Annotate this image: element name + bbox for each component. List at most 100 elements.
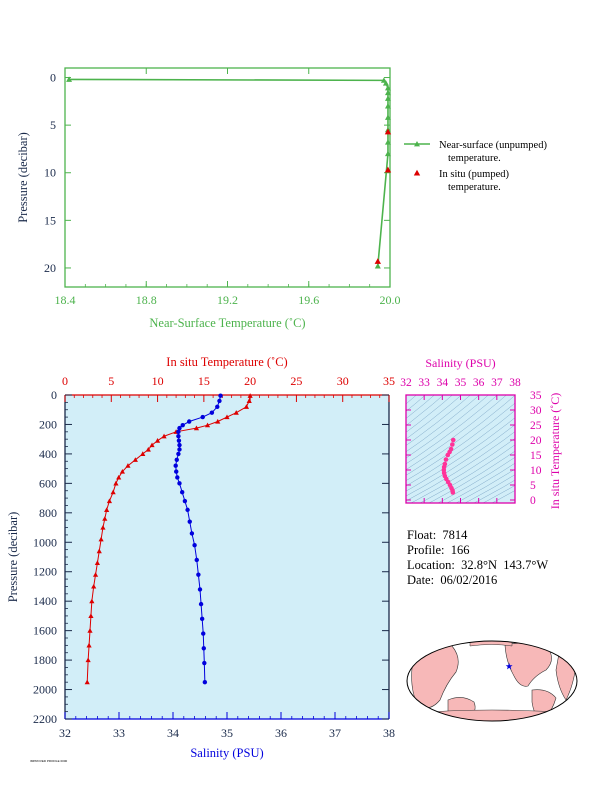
- y-tick-label: 600: [39, 476, 57, 490]
- y-tick-label: 1600: [33, 624, 57, 638]
- bottom-tick-label: 34: [167, 726, 179, 740]
- salinity-point: [192, 543, 197, 548]
- ts-contour: [482, 485, 515, 503]
- salinity-point: [187, 519, 192, 524]
- ts-y-tick-label: 5: [530, 480, 536, 492]
- temperature-point: [161, 433, 167, 439]
- float-location-star-icon: [505, 662, 513, 670]
- temperature-point: [100, 524, 106, 530]
- top-tick-label: 10: [152, 374, 164, 388]
- location: Location: 32.8°N 143.7°W: [407, 558, 549, 572]
- ts-y-tick-label: 10: [530, 465, 542, 477]
- footer-tag: IMPROVED PROFILE 0000: [30, 759, 68, 763]
- temperature-point: [94, 560, 100, 565]
- temperature-point: [193, 425, 200, 431]
- salinity-point: [182, 498, 188, 504]
- temperature-point: [125, 463, 131, 468]
- salinity-point: [197, 587, 203, 592]
- temperature-point: [233, 410, 239, 415]
- temperature-point: [85, 657, 91, 663]
- near-surface-point: [384, 84, 391, 91]
- salinity-point: [174, 469, 179, 474]
- ts-diagram: 32 33 34 35 36 37 38 Salinity (PSU) 0 5 10 15 20 25 30…: [400, 356, 562, 509]
- y-tick-label: 5: [50, 118, 56, 132]
- ts-x-axis-label: Salinity (PSU): [425, 356, 495, 370]
- temperature-point: [132, 457, 138, 462]
- near-surface-point: [384, 103, 391, 109]
- bottom-tick-label: 35: [221, 726, 233, 740]
- temperature-point: [87, 628, 93, 633]
- location-map: [406, 640, 578, 722]
- near-surface-point: [374, 263, 381, 269]
- legend-marker-near-surface: [414, 141, 420, 147]
- near-surface-point: [384, 89, 391, 96]
- near-surface-chart: 18.4 18.8 19.2 19.6 20.0 0 5 10 15 20 Near-Surface…: [16, 67, 547, 330]
- ts-contour: [437, 457, 515, 503]
- x-tick-label: 19.6: [298, 293, 319, 307]
- bottom-tick-label: 37: [329, 726, 341, 740]
- y-tick-label: 0: [50, 71, 56, 85]
- top-tick-label: 0: [62, 374, 68, 388]
- salinity-point: [200, 414, 205, 420]
- x-tick-label: 18.4: [55, 293, 76, 307]
- ts-contour: [446, 462, 515, 503]
- ts-contour: [406, 395, 471, 446]
- temperature-point: [140, 451, 146, 456]
- top-tick-label: 5: [108, 374, 114, 388]
- salinity-point: [177, 447, 182, 452]
- temperature-point: [149, 442, 155, 448]
- legend-label-near-surface-2: temperature.: [448, 153, 501, 164]
- legend-label-near-surface: Near-surface (unpumped): [439, 140, 547, 151]
- salinity-point: [202, 660, 207, 666]
- ts-x-tick-label: 35: [455, 377, 467, 389]
- bottom-axis-label: Salinity (PSU): [190, 746, 263, 760]
- ts-contour: [464, 474, 515, 503]
- near-surface-point: [384, 95, 391, 101]
- top-tick-label: 35: [383, 374, 395, 388]
- temperature-point: [92, 572, 99, 577]
- ts-point: [450, 437, 456, 443]
- salinity-point: [202, 679, 208, 685]
- salinity-point: [201, 631, 206, 636]
- ts-x-tick-label: 36: [473, 377, 485, 389]
- ts-contour: [406, 395, 462, 440]
- in-situ-point: [374, 258, 382, 264]
- salinity-point: [177, 425, 182, 431]
- y-tick-label: 0: [51, 388, 57, 402]
- plot-background: [65, 395, 389, 719]
- y-tick-label: 200: [39, 417, 57, 431]
- top-tick-label: 15: [198, 374, 210, 388]
- ts-contour: [406, 395, 507, 470]
- y-tick-label: 10: [44, 166, 56, 180]
- x-axis-label: Near-Surface Temperature (˚C): [149, 316, 305, 330]
- near-surface-point: [384, 139, 391, 145]
- salinity-point: [179, 490, 185, 495]
- ts-contour: [410, 438, 515, 503]
- salinity-point: [187, 419, 192, 424]
- salinity-line: [175, 395, 222, 683]
- salinity-point: [209, 410, 215, 415]
- temperature-point: [86, 642, 92, 648]
- land-south-america: [531, 689, 557, 721]
- x-tick-label: 18.8: [136, 293, 157, 307]
- salinity-point: [176, 434, 181, 439]
- ts-contour: [406, 395, 444, 426]
- ts-point: [450, 442, 455, 447]
- ts-y-tick-label: 25: [530, 420, 542, 432]
- y-axis-label: Pressure (decibar): [16, 132, 30, 223]
- temperature-point: [110, 489, 116, 495]
- temperature-point: [243, 404, 250, 409]
- near-surface-point: [382, 80, 389, 86]
- in-situ-point: [384, 166, 392, 173]
- ts-point: [445, 452, 451, 458]
- ts-y-tick-label: 20: [530, 435, 542, 447]
- temperature-point: [89, 598, 95, 604]
- salinity-point: [199, 616, 205, 622]
- temperature-point: [98, 536, 104, 542]
- salinity-point: [177, 481, 182, 486]
- ts-contour: [406, 402, 515, 482]
- temperature-point: [116, 474, 122, 480]
- ts-point: [443, 457, 449, 462]
- ts-x-tick-label: 32: [400, 377, 412, 389]
